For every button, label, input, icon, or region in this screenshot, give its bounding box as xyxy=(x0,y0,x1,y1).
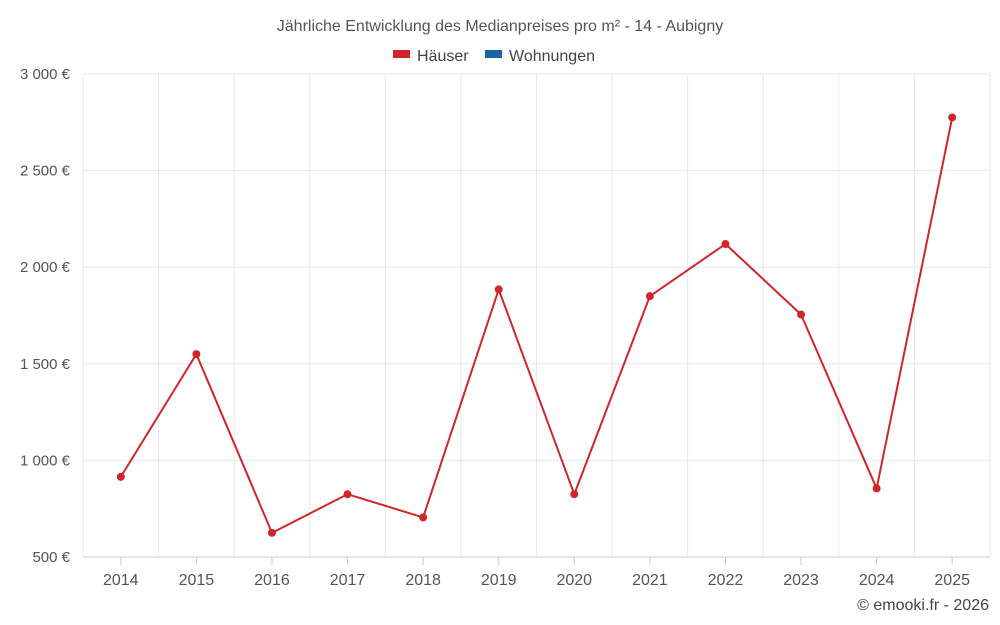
x-tick-label: 2025 xyxy=(934,572,970,589)
x-tick-label: 2021 xyxy=(632,572,668,589)
x-tick-label: 2022 xyxy=(708,572,744,589)
series-layer xyxy=(116,113,957,537)
x-tick-label: 2016 xyxy=(254,572,290,589)
data-point-haeuser[interactable] xyxy=(948,113,957,122)
y-tick-label: 2 500 € xyxy=(20,163,71,180)
x-tick-label: 2014 xyxy=(103,572,139,589)
x-tick-label: 2020 xyxy=(556,572,592,589)
y-tick-label: 500 € xyxy=(32,549,70,566)
grid xyxy=(82,73,991,557)
x-tick-label: 2018 xyxy=(405,572,441,589)
x-tick-label: 2019 xyxy=(481,572,517,589)
legend: Häuser Wohnungen xyxy=(393,48,595,65)
data-point-haeuser[interactable] xyxy=(494,285,503,294)
legend-swatch-haeuser xyxy=(393,50,410,58)
legend-swatch-wohnungen xyxy=(485,50,502,58)
data-point-haeuser[interactable] xyxy=(721,240,730,249)
data-point-haeuser[interactable] xyxy=(192,350,201,359)
x-tick-label: 2023 xyxy=(783,572,819,589)
y-axis: 500 € 1 000 € 1 500 € 2 000 € 2 500 € 3 000 € xyxy=(20,66,71,566)
chart-title: Jährliche Entwicklung des Medianpreises … xyxy=(277,18,723,35)
data-point-haeuser[interactable] xyxy=(872,484,881,493)
data-point-haeuser[interactable] xyxy=(570,490,579,499)
data-point-haeuser[interactable] xyxy=(419,513,428,522)
y-tick-label: 1 500 € xyxy=(20,356,71,373)
y-tick-label: 3 000 € xyxy=(20,66,71,83)
y-tick-label: 1 000 € xyxy=(20,452,71,469)
x-tick-label: 2017 xyxy=(330,572,366,589)
data-point-haeuser[interactable] xyxy=(267,528,276,537)
x-tick-label: 2024 xyxy=(859,572,895,589)
x-tick-label: 2015 xyxy=(179,572,215,589)
data-point-haeuser[interactable] xyxy=(645,292,654,301)
legend-label-haeuser[interactable]: Häuser xyxy=(417,48,469,65)
data-point-haeuser[interactable] xyxy=(343,490,352,499)
data-point-haeuser[interactable] xyxy=(116,472,125,481)
legend-label-wohnungen[interactable]: Wohnungen xyxy=(509,48,595,65)
data-point-haeuser[interactable] xyxy=(797,310,806,319)
y-tick-label: 2 000 € xyxy=(20,259,71,276)
credit-text: © emooki.fr - 2026 xyxy=(857,597,989,614)
series-line-haeuser xyxy=(119,117,954,534)
x-axis: 2014 2015 2016 2017 2018 2019 2020 2021 2022 2023… xyxy=(83,556,990,589)
